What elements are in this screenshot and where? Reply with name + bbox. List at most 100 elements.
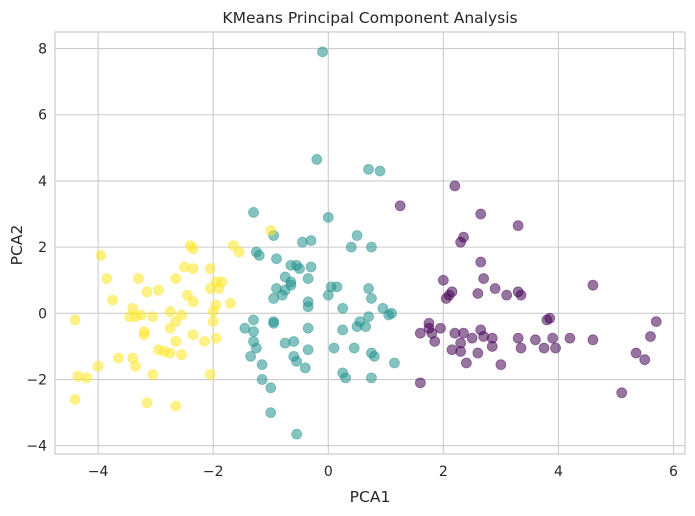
cluster-1-point bbox=[348, 342, 360, 354]
cluster-0-point bbox=[639, 354, 651, 366]
cluster-0-point bbox=[414, 377, 426, 389]
cluster-1-point bbox=[250, 342, 262, 354]
cluster-0-point bbox=[512, 286, 524, 298]
cluster-2-point bbox=[164, 306, 176, 318]
cluster-0-point bbox=[460, 357, 472, 369]
cluster-0-point bbox=[414, 327, 426, 339]
cluster-1-point bbox=[302, 301, 314, 313]
cluster-1-point bbox=[363, 163, 374, 175]
y-axis-ticks: −4 −2 0 2 4 6 8 bbox=[26, 42, 47, 455]
cluster-2-point bbox=[176, 309, 187, 321]
cluster-2-series bbox=[69, 225, 277, 412]
cluster-2-point bbox=[147, 369, 159, 380]
cluster-2-point bbox=[147, 311, 159, 323]
cluster-1-point bbox=[389, 357, 400, 369]
cluster-0-point bbox=[466, 332, 478, 344]
cluster-0-point bbox=[587, 279, 599, 291]
cluster-2-point bbox=[187, 243, 199, 255]
cluster-0-point bbox=[472, 288, 484, 299]
y-tick-label: 4 bbox=[38, 174, 47, 190]
cluster-0-point bbox=[547, 332, 559, 344]
cluster-1-point bbox=[299, 362, 311, 374]
plot-area bbox=[54, 31, 686, 455]
cluster-1-point bbox=[288, 336, 300, 347]
cluster-0-point bbox=[530, 334, 541, 346]
cluster-2-point bbox=[181, 289, 193, 301]
cluster-1-point bbox=[311, 154, 323, 165]
cluster-0-point bbox=[449, 180, 461, 192]
chart-title: KMeans Principal Component Analysis bbox=[222, 9, 517, 27]
cluster-2-point bbox=[124, 311, 136, 323]
cluster-2-point bbox=[153, 284, 164, 296]
cluster-1-point bbox=[285, 276, 297, 288]
cluster-0-point bbox=[446, 286, 458, 298]
cluster-0-point bbox=[489, 283, 501, 294]
cluster-1-point bbox=[363, 311, 374, 323]
cluster-0-point bbox=[435, 322, 446, 334]
cluster-2-point bbox=[265, 225, 277, 236]
cluster-0-point bbox=[423, 322, 435, 334]
cluster-2-point bbox=[69, 393, 81, 405]
cluster-1-point bbox=[253, 250, 265, 261]
y-tick-label: 6 bbox=[38, 108, 47, 124]
cluster-1-point bbox=[302, 322, 314, 334]
cluster-1-point bbox=[271, 253, 282, 265]
cluster-0-point bbox=[538, 342, 550, 354]
cluster-2-point bbox=[112, 352, 124, 364]
cluster-2-point bbox=[133, 273, 144, 284]
cluster-0-point bbox=[455, 236, 467, 248]
x-tick-label: 2 bbox=[439, 464, 448, 480]
cluster-1-point bbox=[340, 372, 351, 384]
cluster-2-point bbox=[164, 322, 176, 334]
cluster-2-point bbox=[207, 306, 219, 318]
cluster-1-point bbox=[345, 241, 357, 253]
cluster-2-point bbox=[207, 316, 219, 328]
y-tick-label: −2 bbox=[26, 373, 47, 389]
cluster-0-point bbox=[475, 208, 487, 220]
cluster-0-point bbox=[650, 316, 662, 328]
cluster-1-point bbox=[351, 230, 363, 241]
cluster-2-point bbox=[141, 286, 153, 298]
cluster-2-point bbox=[81, 372, 93, 384]
cluster-1-point bbox=[248, 206, 259, 218]
cluster-1-point bbox=[305, 261, 317, 273]
cluster-2-point bbox=[138, 329, 150, 341]
cluster-1-point bbox=[368, 350, 380, 362]
cluster-1-point bbox=[366, 241, 377, 253]
x-tick-label: −4 bbox=[88, 464, 109, 480]
cluster-1-series bbox=[239, 46, 400, 440]
cluster-2-point bbox=[107, 294, 118, 306]
cluster-0-point bbox=[515, 342, 527, 354]
y-tick-label: −4 bbox=[26, 439, 47, 455]
cluster-1-point bbox=[268, 293, 280, 304]
cluster-1-point bbox=[265, 382, 277, 394]
cluster-1-point bbox=[366, 293, 377, 304]
cluster-2-point bbox=[213, 283, 225, 294]
cluster-2-point bbox=[176, 349, 187, 361]
cluster-1-point bbox=[291, 355, 303, 367]
cluster-2-point bbox=[204, 369, 216, 380]
cluster-2-point bbox=[170, 336, 182, 347]
cluster-1-point bbox=[366, 372, 377, 384]
cluster-2-point bbox=[92, 360, 104, 372]
cluster-1-point bbox=[374, 165, 386, 177]
cluster-1-point bbox=[363, 283, 374, 294]
y-tick-label: 8 bbox=[38, 42, 47, 58]
x-tick-label: 6 bbox=[669, 464, 678, 480]
grid-lines bbox=[55, 32, 685, 454]
cluster-0-point bbox=[478, 273, 490, 284]
x-tick-label: 4 bbox=[554, 464, 563, 480]
cluster-2-point bbox=[187, 296, 199, 308]
cluster-1-point bbox=[294, 263, 305, 275]
cluster-0-point bbox=[587, 334, 599, 346]
y-tick-label: 0 bbox=[38, 306, 47, 322]
cluster-2-point bbox=[141, 397, 153, 409]
cluster-0-point bbox=[437, 274, 449, 286]
cluster-2-point bbox=[101, 273, 113, 284]
cluster-1-point bbox=[248, 314, 259, 326]
cluster-2-point bbox=[95, 250, 107, 261]
cluster-0-point bbox=[446, 344, 458, 356]
x-axis-label: PCA1 bbox=[350, 488, 391, 506]
cluster-1-point bbox=[377, 302, 389, 314]
